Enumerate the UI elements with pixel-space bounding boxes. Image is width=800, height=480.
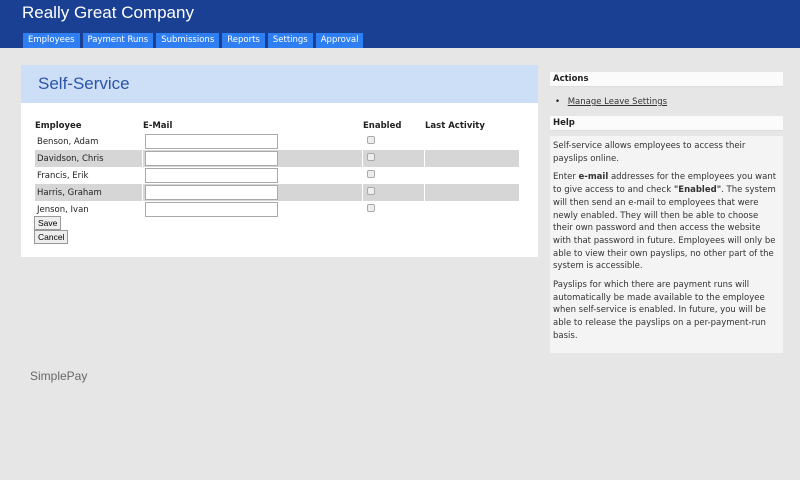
tab-reports[interactable]: Reports — [222, 33, 265, 48]
enabled-cell — [363, 184, 424, 201]
email-cell — [143, 201, 362, 218]
employee-name: Francis, Erik — [37, 170, 89, 181]
text: addresses for the employees you want to … — [553, 172, 777, 196]
actions-heading: Actions — [550, 72, 783, 87]
table-row: Harris, Graham — [35, 184, 519, 201]
self-service-panel: Self-Service Employee E-Mail Enabled Las… — [21, 65, 538, 257]
enabled-cell — [363, 201, 424, 218]
email-cell — [143, 133, 362, 150]
email-cell — [143, 150, 362, 167]
email-input[interactable] — [145, 151, 278, 166]
tab-settings[interactable]: Settings — [267, 33, 313, 48]
employee-name: Harris, Graham — [35, 184, 142, 201]
enabled-checkbox[interactable] — [367, 136, 375, 144]
email-cell — [143, 167, 362, 184]
last-activity — [425, 167, 519, 184]
text: Enter — [553, 172, 579, 183]
employee-name: Davidson, Chris — [35, 150, 142, 167]
email-cell — [143, 184, 362, 201]
employee-name: Jenson, Ivan — [37, 204, 89, 215]
col-employee: Employee — [35, 120, 82, 131]
sidebar: Actions • Manage Leave Settings Help Sel… — [550, 72, 783, 353]
tab-submissions[interactable]: Submissions — [156, 33, 220, 48]
enabled-cell — [363, 133, 424, 150]
company-title: Really Great Company — [22, 3, 194, 22]
header: Really Great Company Employees Payment R… — [0, 0, 800, 48]
last-activity — [425, 150, 519, 167]
enabled-checkbox[interactable] — [367, 170, 375, 178]
email-input[interactable] — [145, 202, 278, 217]
table-row: Davidson, Chris — [35, 150, 519, 167]
col-last-activity: Last Activity — [425, 120, 485, 131]
last-activity — [425, 133, 519, 150]
email-input[interactable] — [145, 134, 278, 149]
page-title: Self-Service — [21, 65, 538, 103]
enabled-checkbox[interactable] — [367, 187, 375, 195]
employee-name: Benson, Adam — [37, 136, 99, 147]
save-button[interactable]: Save — [34, 216, 62, 230]
table-row: Jenson, Ivan — [35, 201, 519, 218]
text-bold: e-mail — [578, 172, 609, 183]
tab-approval[interactable]: Approval — [315, 33, 364, 48]
enabled-checkbox[interactable] — [367, 204, 375, 212]
last-activity — [425, 201, 519, 218]
enabled-cell — [363, 167, 424, 184]
cancel-button[interactable]: Cancel — [34, 230, 69, 244]
help-paragraph: Self-service allows employees to access … — [553, 141, 746, 164]
table-row: Francis, Erik — [35, 167, 519, 184]
nav-tabs: Employees Payment Runs Submissions Repor… — [23, 33, 364, 48]
employee-table: Employee E-Mail Enabled Last Activity Be… — [34, 118, 520, 218]
enabled-checkbox[interactable] — [367, 153, 375, 161]
table-row: Benson, Adam — [35, 133, 519, 150]
tab-payment-runs[interactable]: Payment Runs — [82, 33, 154, 48]
col-email: E-Mail — [143, 120, 173, 131]
email-input[interactable] — [145, 168, 278, 183]
last-activity — [425, 184, 519, 201]
help-paragraph: Enter e-mail addresses for the employees… — [553, 171, 780, 273]
col-enabled: Enabled — [363, 120, 402, 131]
email-input[interactable] — [145, 185, 278, 200]
enabled-cell — [363, 150, 424, 167]
help-heading: Help — [550, 116, 783, 131]
help-paragraph: Payslips for which there are payment run… — [553, 280, 766, 341]
tab-employees[interactable]: Employees — [23, 33, 80, 48]
text: . The system will then send an e-mail to… — [553, 185, 776, 272]
text-bold: "Enabled" — [673, 185, 722, 196]
simplepay-logo: SimplePay — [30, 369, 88, 383]
manage-leave-settings-link[interactable]: Manage Leave Settings — [567, 97, 668, 107]
actions-list: • Manage Leave Settings — [555, 97, 668, 107]
help-text: Self-service allows employees to access … — [550, 136, 783, 353]
